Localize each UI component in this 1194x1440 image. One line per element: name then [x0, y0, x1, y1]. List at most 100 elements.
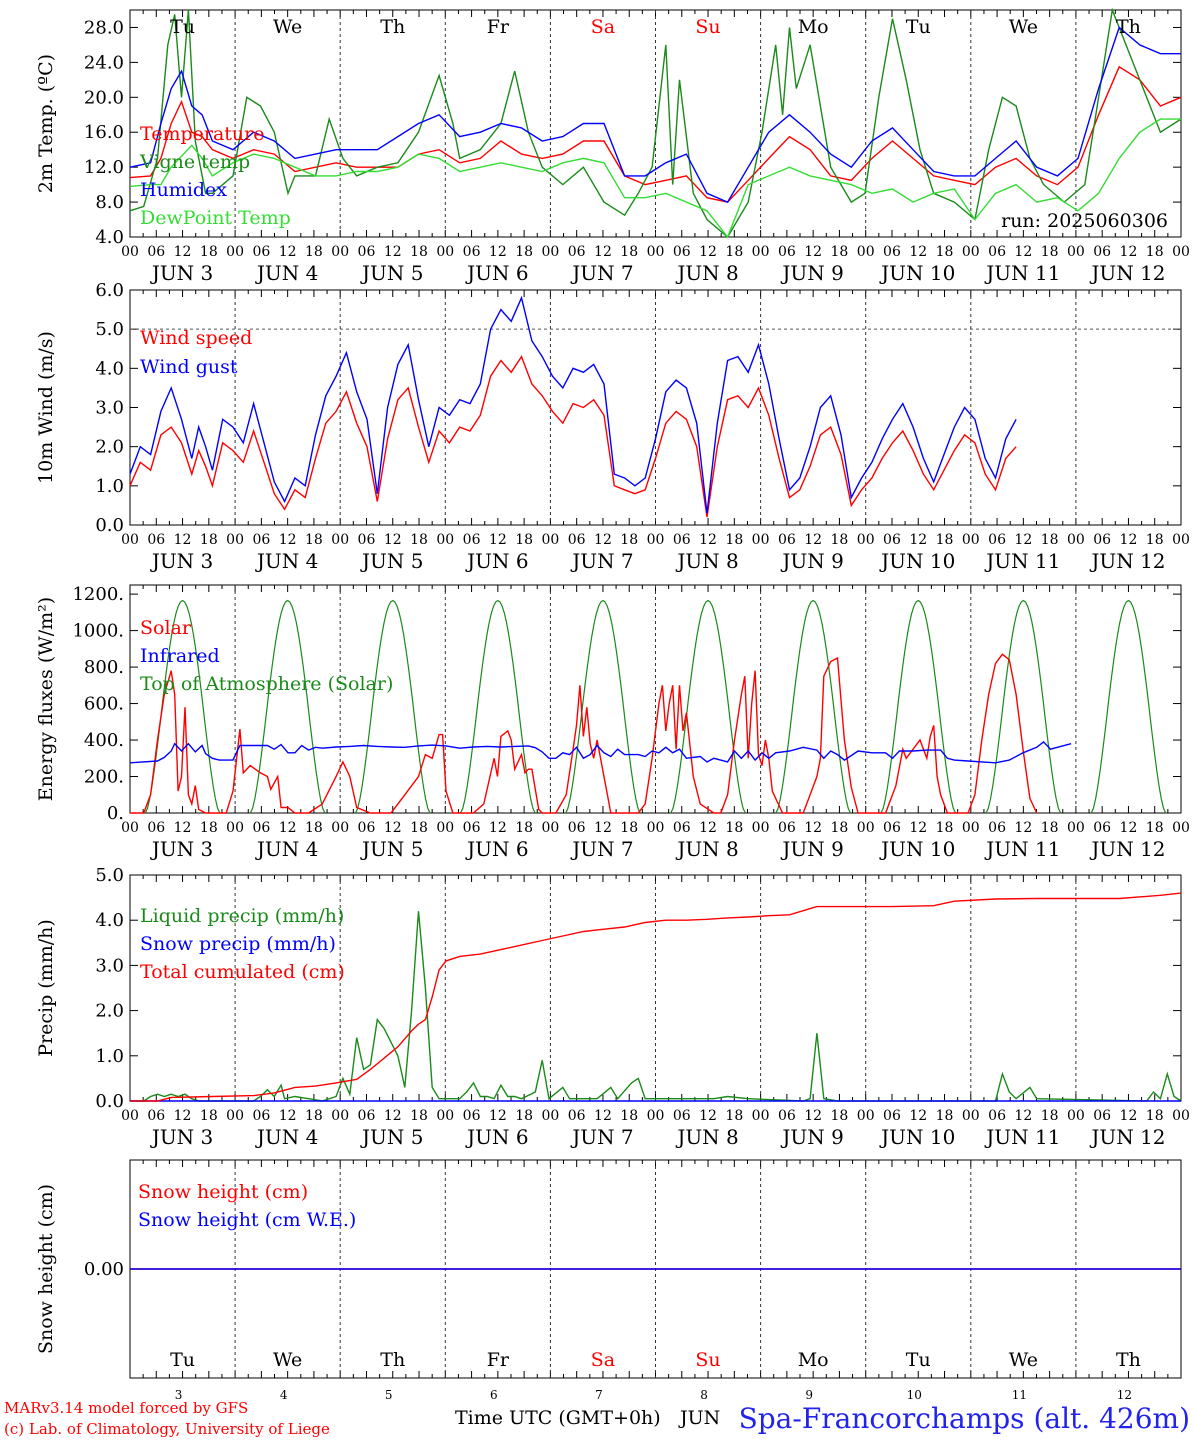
y-tick-label: 0.0	[95, 515, 124, 536]
y-tick-label: 0.	[107, 803, 124, 824]
hour-tick-label: 18	[1146, 820, 1164, 836]
hour-tick-label: 12	[909, 820, 927, 836]
hour-tick-label: 12	[1014, 1108, 1032, 1124]
date-label: JUN 3	[150, 261, 213, 285]
hour-tick-label: 00	[436, 244, 454, 260]
hour-tick-label: 18	[831, 532, 849, 548]
y-tick-label: 4.0	[95, 358, 124, 379]
y-tick-label: 8.0	[95, 192, 124, 213]
y-axis-label: Energy fluxes (W/m²)	[35, 597, 57, 801]
hour-tick-label: 06	[988, 532, 1006, 548]
weekday-label: Th	[1116, 16, 1141, 38]
hour-tick-label: 06	[252, 820, 270, 836]
y-tick-label: 1.0	[95, 1046, 124, 1067]
weekday-label: Fr	[487, 1349, 510, 1371]
hour-tick-label: 00	[541, 1108, 559, 1124]
weekday-label: We	[273, 16, 302, 38]
hour-tick-label: 00	[962, 820, 980, 836]
series-infrared	[129, 740, 1072, 764]
date-label: JUN 7	[570, 1125, 633, 1149]
hour-tick-label: 00	[647, 820, 665, 836]
hour-tick-label: 06	[568, 244, 586, 260]
hour-tick-label: 18	[1146, 244, 1164, 260]
hour-tick-label: 00	[1172, 532, 1190, 548]
hour-tick-label: 00	[1067, 244, 1085, 260]
series-total-cumulated-cm	[130, 892, 1182, 1102]
hour-tick-label: 18	[1041, 1108, 1059, 1124]
hour-tick-label: 12	[1014, 820, 1032, 836]
hour-tick-label: 06	[463, 1108, 481, 1124]
y-tick-label: 2.0	[95, 437, 124, 458]
date-label: JUN 4	[255, 837, 318, 861]
hour-tick-label: 06	[147, 1108, 165, 1124]
hour-tick-label: 18	[515, 532, 533, 548]
hour-tick-label: 12	[384, 1108, 402, 1124]
hour-tick-label: 18	[831, 1108, 849, 1124]
hour-tick-label: 06	[1093, 532, 1111, 548]
legend-entry: Top of Atmosphere (Solar)	[140, 673, 393, 695]
hour-tick-label: 00	[436, 532, 454, 548]
date-label: JUN 6	[465, 549, 528, 573]
weekday-label: Sa	[591, 1349, 615, 1371]
hour-tick-label: 06	[147, 244, 165, 260]
hour-tick-label: 06	[673, 244, 691, 260]
weekday-label: Su	[695, 16, 720, 38]
series-toa-solar	[460, 599, 536, 814]
date-label: JUN 9	[780, 261, 843, 285]
hour-tick-label: 06	[463, 820, 481, 836]
hour-tick-label: 12	[804, 532, 822, 548]
hour-tick-label: 12	[594, 244, 612, 260]
hour-tick-label: 06	[778, 1108, 796, 1124]
hour-tick-label: 00	[647, 532, 665, 548]
y-tick-label: 5.0	[95, 865, 124, 886]
hour-tick-label: 00	[121, 820, 139, 836]
hour-tick-label: 00	[857, 1108, 875, 1124]
y-axis-label: 2m Temp. (ºC)	[35, 54, 57, 193]
hour-tick-label: 06	[673, 1108, 691, 1124]
hour-tick-label: 00	[331, 820, 349, 836]
hour-tick-label: 12	[384, 820, 402, 836]
legend-entry: Total cumulated (cm)	[140, 961, 345, 983]
hour-tick-label: 00	[226, 244, 244, 260]
legend-entry: Snow height (cm W.E.)	[138, 1209, 356, 1231]
date-label: JUN 9	[780, 837, 843, 861]
hour-tick-label: 12	[384, 244, 402, 260]
date-label: JUN 11	[984, 261, 1060, 285]
hour-tick-label: 12	[174, 532, 192, 548]
hour-tick-label: 06	[1093, 820, 1111, 836]
legend-entry: Vigne temp	[139, 151, 250, 173]
hour-tick-label: 18	[305, 532, 323, 548]
weekday-label: Tu	[170, 1349, 195, 1371]
hour-tick-label: 18	[410, 244, 428, 260]
hour-tick-label: 06	[568, 1108, 586, 1124]
legend-entry: DewPoint Temp	[140, 207, 291, 229]
y-tick-label: 16.0	[84, 122, 124, 143]
series-toa-solar	[249, 599, 326, 814]
y-tick-label: 1200.	[72, 584, 124, 605]
hour-tick-label: 12	[699, 1108, 717, 1124]
hour-tick-label: 12	[279, 244, 297, 260]
hour-tick-label: 18	[515, 244, 533, 260]
y-tick-label: 400.	[84, 730, 124, 751]
series-toa-solar	[354, 599, 431, 814]
y-tick-label: 0.0	[95, 1091, 124, 1112]
series-toa-solar	[775, 599, 851, 814]
hour-tick-label: 06	[988, 244, 1006, 260]
hour-tick-label: 00	[752, 244, 770, 260]
y-tick-label: 1000.	[72, 621, 124, 642]
hour-tick-label: 00	[1067, 820, 1085, 836]
date-label: JUN 10	[879, 837, 955, 861]
date-label: JUN 3	[150, 549, 213, 573]
hour-tick-label: 00	[752, 820, 770, 836]
hour-tick-label: 06	[568, 532, 586, 548]
date-label: JUN 5	[360, 837, 423, 861]
date-label: JUN 11	[984, 1125, 1060, 1149]
hour-tick-label: 18	[305, 1108, 323, 1124]
legend-entry: Snow height (cm)	[138, 1181, 308, 1203]
weekday-label: Fr	[487, 16, 510, 38]
hour-tick-label: 06	[883, 1108, 901, 1124]
hour-tick-label: 06	[883, 244, 901, 260]
hour-tick-label: 18	[620, 532, 638, 548]
hour-tick-label: 18	[1146, 532, 1164, 548]
date-label: JUN 4	[255, 1125, 318, 1149]
